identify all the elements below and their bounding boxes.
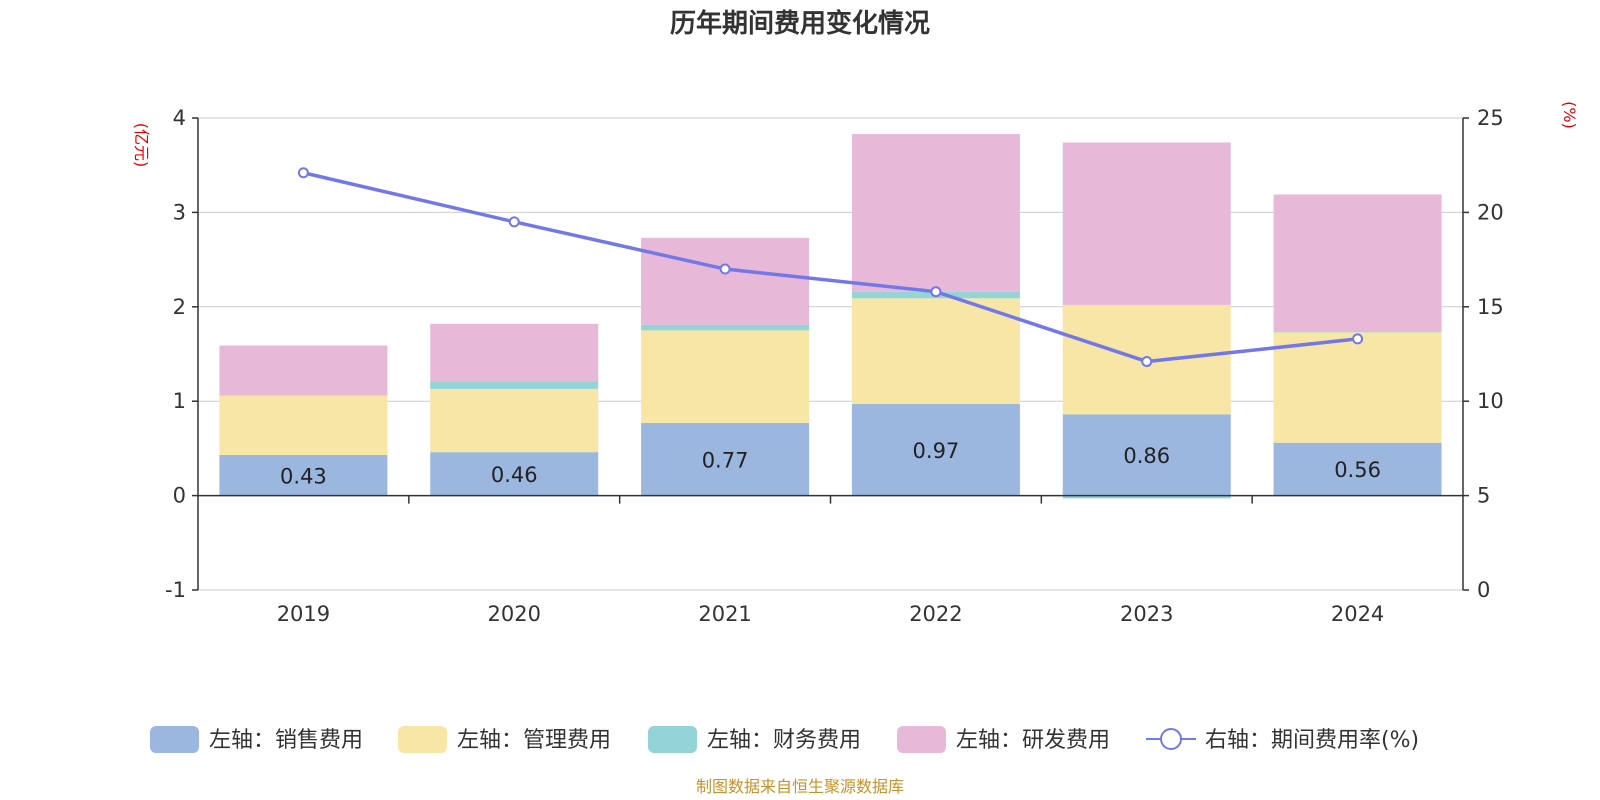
- rate-line-point: [930, 286, 942, 298]
- right-tick-label: 20: [1477, 200, 1504, 224]
- bar-segment: [851, 404, 1020, 496]
- rate-line: [303, 171, 1358, 364]
- bar-segment: [219, 395, 388, 456]
- legend-item: 右轴：期间费用率(%): [1146, 728, 1419, 753]
- x-tick-label: 2024: [1331, 602, 1384, 626]
- bar-segment: [219, 345, 388, 396]
- bar-segment: [1062, 495, 1231, 499]
- x-tick-label: 2021: [698, 602, 751, 626]
- bar-segment: [641, 324, 810, 331]
- legend-marker: [1160, 728, 1182, 750]
- bar-segment: [641, 422, 810, 496]
- left-tick-label: 3: [173, 200, 186, 224]
- right-tick-label: 0: [1477, 578, 1490, 602]
- left-axis-unit: (亿元): [132, 123, 151, 168]
- rate-line-point: [508, 216, 520, 228]
- rate-line-point: [297, 167, 309, 179]
- bar-segment: [641, 237, 810, 325]
- legend-item: 左轴：财务费用: [648, 726, 861, 753]
- bar-segment: [1273, 331, 1442, 333]
- x-tick-label: 2020: [488, 602, 541, 626]
- bar-data-label: 0.97: [913, 439, 960, 463]
- bar-segment: [1273, 332, 1442, 443]
- legend-label: 右轴：期间费用率(%): [1205, 728, 1419, 753]
- chart-title: 历年期间费用变化情况: [670, 8, 930, 39]
- legend-item: 左轴：管理费用: [398, 726, 611, 753]
- bar-segment: [1273, 442, 1442, 496]
- bar-data-label: 0.43: [280, 464, 327, 488]
- rate-line-series: [297, 167, 1364, 368]
- bar-data-label: 0.77: [702, 448, 749, 472]
- legend-label: 左轴：财务费用: [707, 728, 861, 753]
- right-tick-label: 15: [1477, 295, 1504, 319]
- axes: -1 0 1 2 3 4 0 5 10 15 20 25 2019 2020 2021 2022 2023 202…: [165, 106, 1504, 626]
- x-tick-label: 2022: [909, 602, 962, 626]
- bar-segment: [219, 455, 388, 496]
- legend-swatch: [648, 726, 697, 753]
- bar-data-label: 0.46: [491, 463, 538, 487]
- left-tick-label: 2: [173, 295, 186, 319]
- bar-segment: [641, 330, 810, 423]
- right-tick-label: 10: [1477, 389, 1504, 413]
- legend-label: 左轴：管理费用: [457, 728, 611, 753]
- bar-data-label: 0.56: [1334, 458, 1381, 482]
- legend-item: 左轴：研发费用: [897, 726, 1110, 753]
- legend-swatch: [150, 726, 199, 753]
- rate-line-point: [1352, 333, 1364, 345]
- bar-segment: [1062, 414, 1231, 496]
- legend-label: 左轴：研发费用: [956, 728, 1110, 753]
- right-tick-label: 5: [1477, 484, 1490, 508]
- x-tick-label: 2023: [1120, 602, 1173, 626]
- bar-segment: [851, 298, 1020, 405]
- bar-segment: [1273, 194, 1442, 332]
- rate-line-point: [719, 263, 731, 275]
- bar-segment: [430, 388, 599, 453]
- legend-swatch: [897, 726, 946, 753]
- legend: 左轴：销售费用 左轴：管理费用 左轴：财务费用 左轴：研发费用 右轴：期间费用率(%): [150, 726, 1419, 753]
- legend-item: 左轴：销售费用: [150, 726, 363, 753]
- bar-segment: [430, 323, 599, 382]
- bar-segment: [430, 452, 599, 496]
- bar-segment: [1062, 142, 1231, 305]
- left-tick-label: 0: [173, 484, 186, 508]
- rate-line-point: [1141, 356, 1153, 368]
- right-tick-label: 25: [1477, 106, 1504, 130]
- bar-data-label: 0.86: [1123, 444, 1170, 468]
- right-axis-unit: (%): [1560, 101, 1579, 129]
- source-note: 制图数据来自恒生聚源数据库: [696, 777, 904, 796]
- gridlines: [198, 117, 1463, 591]
- x-tick-label: 2019: [277, 602, 330, 626]
- bar-series: 0.43 0.46 0.77 0.97 0.86 0.56: [219, 134, 1442, 499]
- bar-segment: [430, 381, 599, 389]
- left-tick-label: -1: [165, 578, 186, 602]
- left-tick-label: 1: [173, 389, 186, 413]
- legend-swatch: [398, 726, 447, 753]
- left-tick-label: 4: [173, 106, 186, 130]
- legend-label: 左轴：销售费用: [209, 728, 363, 753]
- bar-segment: [851, 134, 1020, 292]
